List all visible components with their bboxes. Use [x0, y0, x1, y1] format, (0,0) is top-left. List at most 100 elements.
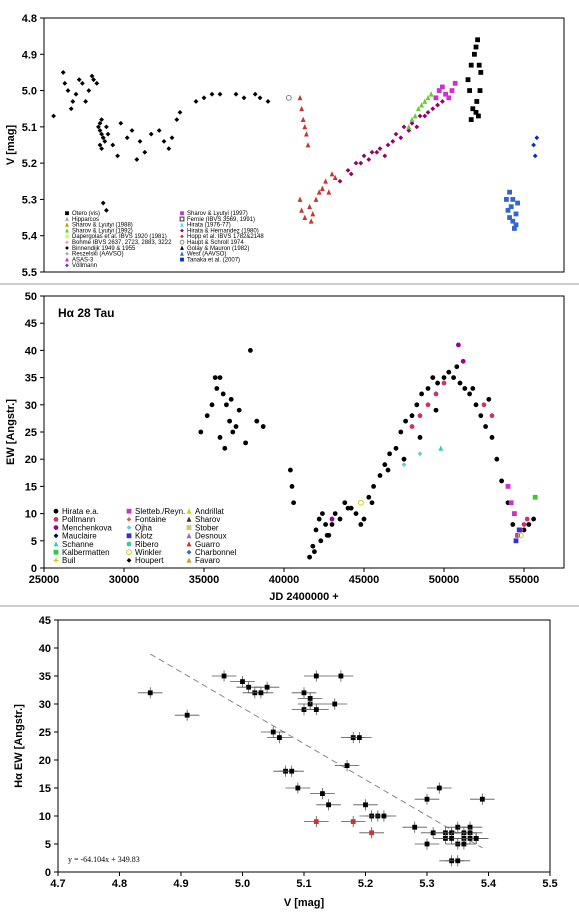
ha-data-point — [414, 402, 420, 408]
ha-legend-label: Stober — [195, 523, 219, 532]
ha-data-point — [220, 391, 226, 397]
ha-data-point — [441, 375, 447, 380]
vmag-data-point — [97, 142, 103, 148]
ha-data-point — [288, 467, 293, 473]
vmag-data-point — [60, 70, 66, 75]
corr-x-axis: 4.7 4.8 4.9 5.0 5.1 5.2 5.3 5.4 5.5 — [50, 872, 558, 890]
vmag-data-point — [467, 88, 472, 93]
ha-data-point — [212, 375, 218, 380]
ha-y-tick-label: 20 — [25, 454, 37, 466]
vmag-data-point — [436, 88, 442, 93]
vmag-legend-label: Haupt & Schroll 1974 — [187, 240, 244, 246]
vmag-legend-marker — [65, 216, 69, 221]
corr-y-tick-label: 30 — [39, 699, 51, 711]
ha-data-points — [198, 342, 538, 560]
ha-data-point — [254, 418, 260, 424]
vmag-y-tick-label: 4.8 — [22, 13, 37, 25]
vmag-data-point — [419, 102, 424, 108]
vmag-data-point — [507, 189, 512, 195]
vmag-data-point — [104, 207, 109, 213]
vmag-data-point — [382, 153, 388, 159]
vmag-y-axis-title: V [mag] — [5, 124, 17, 165]
corr-data-point — [264, 684, 270, 690]
vmag-data-point — [305, 142, 311, 148]
vmag-data-point — [425, 109, 431, 115]
vmag-data-point — [475, 37, 480, 43]
vmag-data-point — [105, 131, 111, 137]
vmag-data-point — [320, 185, 325, 191]
vmag-data-point — [304, 131, 309, 137]
ha-data-point — [316, 516, 322, 522]
vmag-data-point — [507, 215, 512, 220]
ha-data-point — [260, 424, 266, 429]
vmag-legend-marker — [180, 251, 184, 256]
vmag-data-point — [89, 73, 95, 79]
vmag-data-point — [193, 99, 199, 104]
corr-data-point — [369, 830, 375, 836]
corr-data-point — [381, 813, 387, 819]
corr-data-point — [147, 690, 153, 696]
corr-data-point — [332, 701, 338, 707]
ha-data-point — [425, 402, 431, 408]
ha-y-tick-label: 25 — [25, 427, 37, 439]
ha-data-point — [446, 369, 452, 375]
ha-data-point — [204, 413, 210, 419]
corr-data-point — [258, 690, 264, 696]
ha-data-point — [489, 413, 495, 419]
corr-data-point — [467, 824, 473, 830]
vmag-data-point — [297, 94, 303, 101]
vmag-data-point — [265, 99, 271, 104]
vmag-data-point — [99, 117, 104, 122]
vmag-data-point — [148, 131, 154, 137]
vmag-data-point — [313, 196, 319, 202]
corr-data-point — [461, 841, 467, 847]
corr-x-tick-label: 5.2 — [358, 878, 373, 890]
vmag-data-point — [97, 128, 103, 133]
ha-data-point — [387, 451, 392, 457]
vmag-data-point — [348, 171, 354, 177]
vmag-data-point — [329, 171, 335, 177]
vmag-y-tick-label: 5.4 — [22, 231, 38, 243]
corr-data-point — [356, 735, 362, 740]
vmag-data-point — [513, 211, 519, 217]
vmag-data-point — [118, 120, 124, 126]
ha-legend-marker — [53, 533, 59, 539]
ha-data-point — [382, 462, 388, 468]
vmag-data-point — [100, 135, 106, 141]
vmag-data-point — [449, 88, 455, 93]
corr-x-tick-label: 5.5 — [542, 878, 557, 890]
ha-data-point — [494, 456, 500, 462]
ha-data-point — [217, 375, 223, 380]
corr-data-point — [246, 684, 252, 690]
ha-y-tick-label: 10 — [25, 509, 37, 521]
vmag-data-point — [398, 135, 404, 141]
vmag-data-point — [374, 149, 380, 155]
ha-data-point — [291, 500, 296, 506]
vmag-data-point — [510, 197, 516, 202]
vmag-y-tick-label: 4.9 — [22, 49, 37, 61]
vmag-data-point — [310, 211, 316, 217]
ha-data-point — [230, 429, 236, 435]
corr-x-tick-label: 5.1 — [296, 878, 311, 890]
corr-y-tick-label: 0 — [45, 867, 51, 879]
corr-data-point — [301, 690, 307, 696]
ha-legend-marker — [186, 508, 192, 514]
ha-x-tick-label: 55000 — [509, 574, 540, 586]
ha-data-point — [473, 402, 479, 408]
ha-data-point — [393, 445, 399, 451]
corr-data-point — [344, 763, 350, 768]
ha-data-point — [228, 396, 234, 402]
vmag-data-point — [513, 222, 519, 228]
ha-data-point — [489, 435, 495, 440]
corr-y-tick-label: 10 — [39, 811, 51, 823]
ha-legend-label: Fontaine — [135, 515, 167, 524]
ha-legend-marker — [186, 557, 192, 563]
ha-data-point — [433, 407, 439, 413]
vmag-data-point — [452, 80, 458, 86]
ha-data-point — [320, 511, 325, 516]
vmag-legend-label: ASAS-3 — [72, 257, 94, 263]
ha-legend-marker — [53, 541, 59, 547]
corr-y-tick-label: 5 — [45, 839, 51, 851]
corr-fit-equation: y = -64.104x + 349.83 — [68, 855, 140, 864]
ha-data-point — [441, 380, 447, 386]
